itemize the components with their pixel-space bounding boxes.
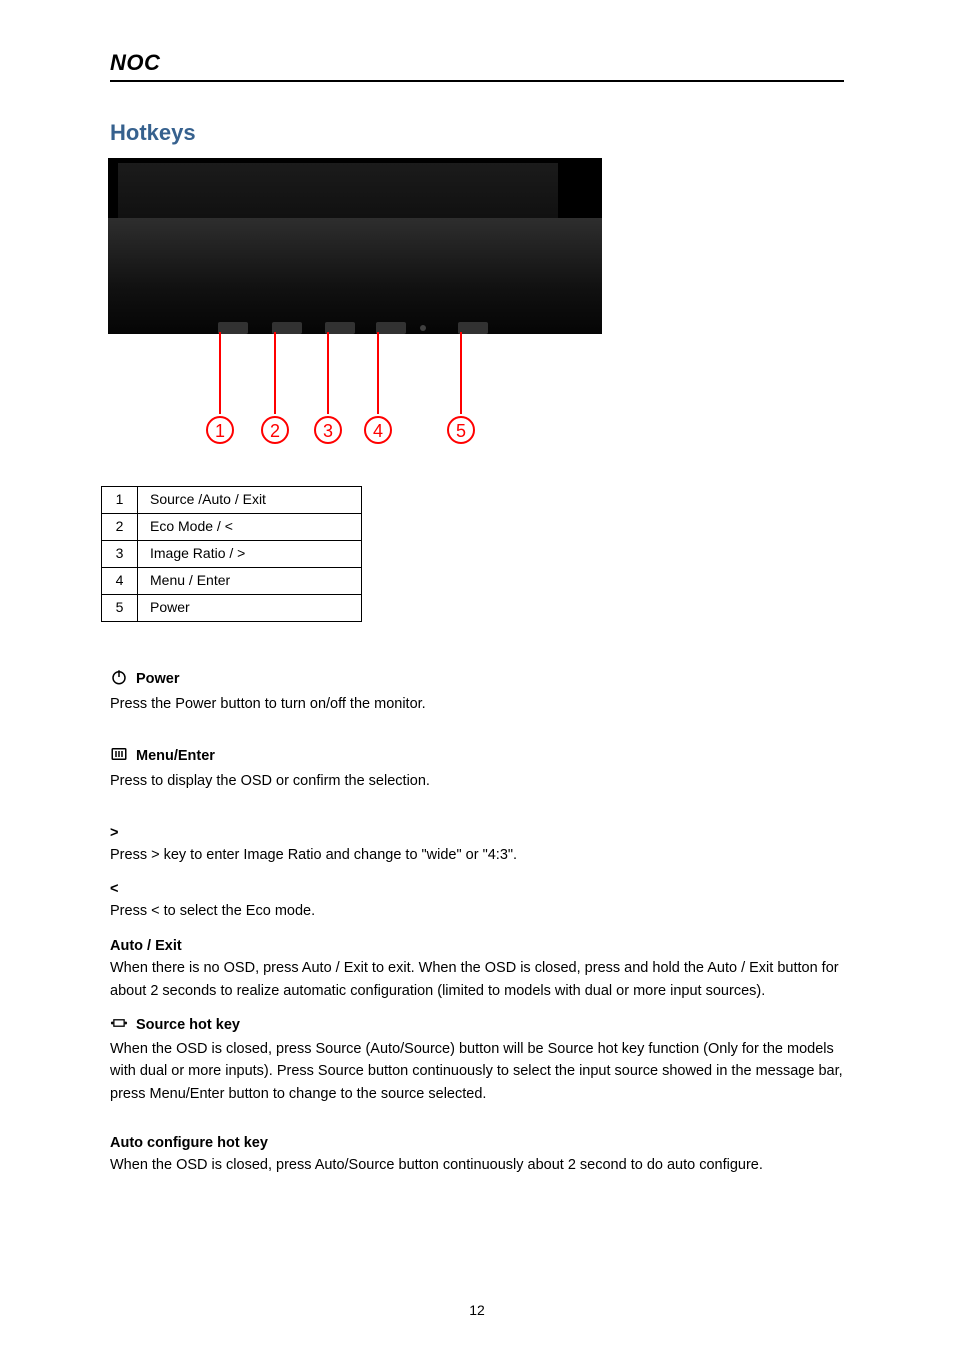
section-auto-configure: Auto configure hot key When the OSD is c…	[110, 1132, 844, 1177]
source-heading: Source hot key	[136, 1017, 240, 1033]
table-row: 3Image Ratio / >	[102, 541, 362, 568]
auto-configure-text: When the OSD is closed, press Auto/Sourc…	[110, 1157, 763, 1173]
table-cell-num: 4	[102, 568, 138, 595]
menu-heading: Menu/Enter	[136, 748, 215, 764]
table-cell-num: 5	[102, 595, 138, 622]
section-less: < Press < to select the Eco mode.	[110, 878, 844, 923]
figure-button-1	[218, 322, 248, 334]
callout-4: 4	[377, 332, 379, 414]
table-cell-num: 1	[102, 487, 138, 514]
callout-5: 5	[460, 332, 462, 414]
section-power: Power Press the Power button to turn on/…	[110, 668, 844, 716]
menu-text: Press to display the OSD or confirm the …	[110, 773, 430, 789]
page-number: 12	[0, 1302, 954, 1318]
figure-button-2	[272, 322, 302, 334]
figure-button-5	[458, 322, 488, 334]
header-rule	[110, 80, 844, 82]
menu-icon	[110, 745, 128, 770]
callout-1-label: 1	[206, 416, 234, 444]
auto-configure-heading: Auto configure hot key	[110, 1135, 268, 1151]
power-icon	[110, 668, 128, 693]
power-heading: Power	[136, 671, 180, 687]
greater-text: Press > key to enter Image Ratio and cha…	[110, 847, 517, 863]
table-row: 4Menu / Enter	[102, 568, 362, 595]
less-text: Press < to select the Eco mode.	[110, 903, 315, 919]
callout-1: 1	[219, 332, 221, 414]
section-menu: Menu/Enter Press to display the OSD or c…	[110, 745, 844, 793]
table-cell-label: Menu / Enter	[138, 568, 362, 595]
table-cell-label: Source /Auto / Exit	[138, 487, 362, 514]
figure-under	[108, 334, 602, 458]
page: NOC Hotkeys 1 2 3 4 5 1Source /Auto / Ex…	[0, 0, 954, 1350]
table-row: 1Source /Auto / Exit	[102, 487, 362, 514]
source-text: When the OSD is closed, press Source (Au…	[110, 1041, 843, 1102]
brand-logo: NOC	[110, 50, 160, 76]
table-cell-num: 2	[102, 514, 138, 541]
table-cell-num: 3	[102, 541, 138, 568]
callout-5-label: 5	[447, 416, 475, 444]
callout-3: 3	[327, 332, 329, 414]
callout-2-label: 2	[261, 416, 289, 444]
section-source: Source hot key	[110, 1014, 844, 1039]
source-icon	[110, 1014, 128, 1039]
table-cell-label: Eco Mode / <	[138, 514, 362, 541]
auto-exit-heading: Auto / Exit	[110, 938, 182, 954]
section-title: Hotkeys	[110, 120, 196, 146]
figure-button-3	[325, 322, 355, 334]
monitor-figure	[108, 158, 602, 458]
table-cell-label: Image Ratio / >	[138, 541, 362, 568]
section-source-text-wrap: When the OSD is closed, press Source (Au…	[110, 1038, 844, 1105]
brand-bold: NOC	[110, 50, 160, 75]
figure-led-dot	[420, 325, 426, 331]
greater-heading: >	[110, 825, 118, 841]
section-auto-exit: Auto / Exit When there is no OSD, press …	[110, 935, 844, 1002]
callout-2: 2	[274, 332, 276, 414]
less-heading: <	[110, 881, 118, 897]
power-text: Press the Power button to turn on/off th…	[110, 696, 426, 712]
figure-button-4	[376, 322, 406, 334]
callout-3-label: 3	[314, 416, 342, 444]
section-greater: > Press > key to enter Image Ratio and c…	[110, 822, 844, 867]
callout-4-label: 4	[364, 416, 392, 444]
figure-bezel	[108, 218, 602, 334]
table-row: 2Eco Mode / <	[102, 514, 362, 541]
auto-exit-text: When there is no OSD, press Auto / Exit …	[110, 960, 839, 998]
hotkeys-table: 1Source /Auto / Exit 2Eco Mode / < 3Imag…	[101, 486, 362, 622]
table-cell-label: Power	[138, 595, 362, 622]
table-row: 5Power	[102, 595, 362, 622]
